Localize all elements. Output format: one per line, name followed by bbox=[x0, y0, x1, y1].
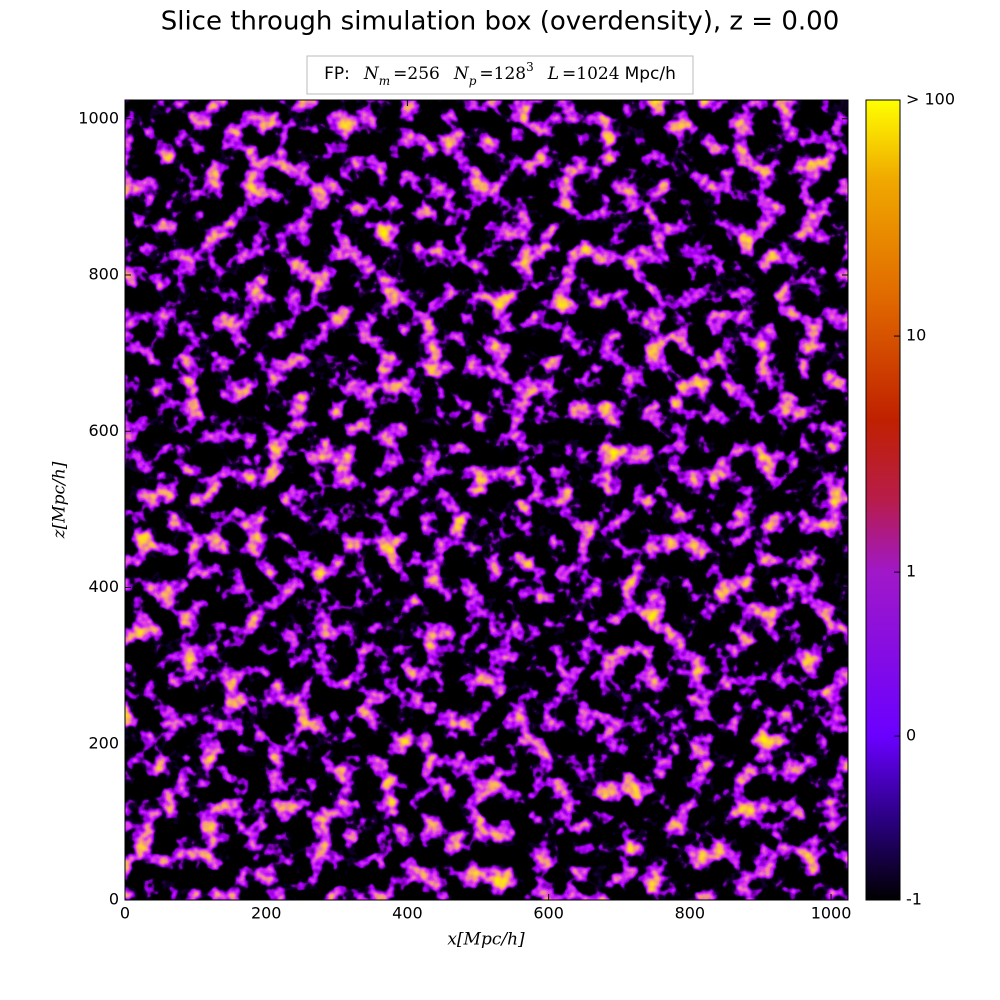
x-tick-label: 1000 bbox=[811, 904, 852, 923]
x-axis-label: x[Mpc/h] bbox=[447, 930, 525, 950]
legend-value: =256 bbox=[393, 64, 440, 84]
x-tick-label: 200 bbox=[251, 904, 282, 923]
legend-subscript: p bbox=[469, 74, 477, 88]
legend-value: =128 bbox=[479, 64, 526, 84]
y-tick-label: 800 bbox=[88, 265, 119, 284]
legend-subscript: m bbox=[379, 74, 390, 88]
legend-symbol: N bbox=[453, 64, 470, 84]
legend-unit: Mpc/h bbox=[625, 64, 676, 84]
x-tick-label: 600 bbox=[533, 904, 564, 923]
y-axis-label: z[Mpc/h] bbox=[50, 461, 70, 539]
density-field bbox=[125, 100, 848, 900]
x-tick-label: 0 bbox=[120, 904, 130, 923]
colorbar-tick-label: 1 bbox=[906, 562, 916, 581]
y-tick-label: 400 bbox=[88, 577, 119, 596]
y-tick-label: 0 bbox=[109, 890, 119, 909]
colorbar-tick-label: 0 bbox=[906, 726, 916, 745]
colorbar-tick-label: 10 bbox=[906, 326, 926, 345]
legend-value: =1024 bbox=[562, 64, 620, 84]
legend-symbol: N bbox=[363, 64, 380, 84]
x-tick-label: 400 bbox=[392, 904, 423, 923]
colorbar-tick-label: -1 bbox=[906, 890, 922, 909]
x-tick-label: 800 bbox=[675, 904, 706, 923]
chart-title: Slice through simulation box (overdensit… bbox=[161, 7, 840, 37]
colorbar-tick-label: > 100 bbox=[906, 90, 955, 109]
legend-text: FP: Nm =256 Np =1283 L =1024 Mpc/h bbox=[324, 60, 676, 88]
y-tick-label: 600 bbox=[88, 421, 119, 440]
colorbar bbox=[865, 99, 901, 901]
y-tick-label: 1000 bbox=[78, 108, 119, 127]
legend-symbol: L bbox=[547, 64, 559, 84]
plot-frame bbox=[124, 99, 849, 901]
legend-box bbox=[306, 55, 694, 95]
legend-prefix: FP: bbox=[324, 64, 350, 84]
y-tick-label: 200 bbox=[88, 733, 119, 752]
legend-superscript: 3 bbox=[526, 60, 534, 74]
